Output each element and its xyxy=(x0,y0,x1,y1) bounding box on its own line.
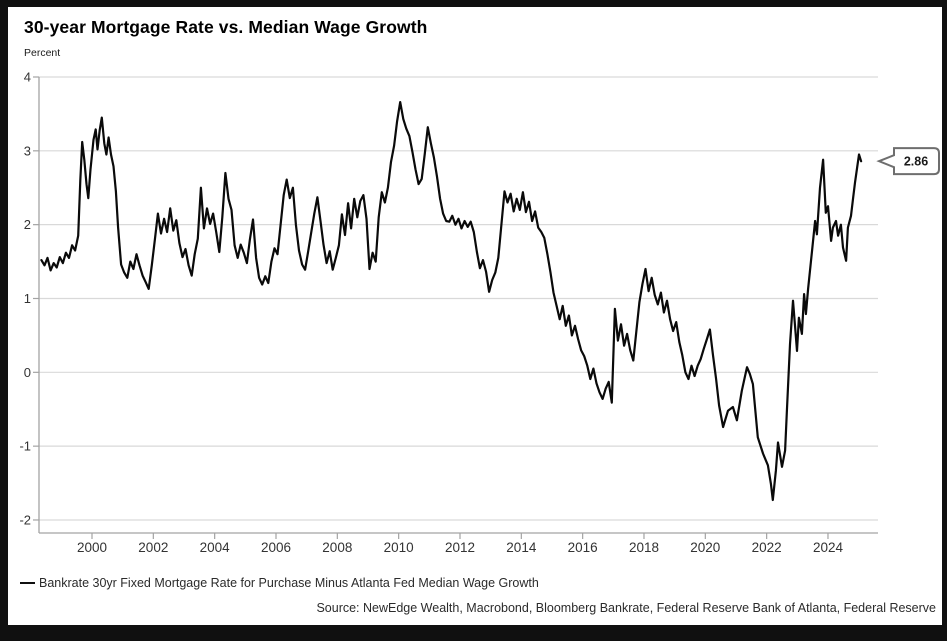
series-line xyxy=(40,100,863,502)
source-note: Source: NewEdge Wealth, Macrobond, Bloom… xyxy=(316,601,936,615)
y-axis-unit-label: Percent xyxy=(24,47,61,59)
y-tick-label: 1 xyxy=(24,291,31,306)
chart-plot-area: 4 3 2 1 0 -1 -2 2000 2002 2004 2006 2008 2010 2012 201… xyxy=(19,70,940,555)
x-tick-label: 2010 xyxy=(384,540,414,555)
x-tick-label: 2008 xyxy=(322,540,352,555)
x-tick-label: 2012 xyxy=(445,540,475,555)
x-tick-label: 2004 xyxy=(200,540,231,555)
x-tick-label: 2006 xyxy=(261,540,291,555)
x-tick-label: 2018 xyxy=(629,540,659,555)
y-tick-label: 4 xyxy=(24,70,31,85)
y-tick-label: 3 xyxy=(24,143,31,158)
x-tick-label: 2002 xyxy=(138,540,168,555)
x-tick-label: 2020 xyxy=(690,540,720,555)
end-value-callout xyxy=(876,147,940,176)
legend-label: Bankrate 30yr Fixed Mortgage Rate for Pu… xyxy=(39,576,539,590)
legend-line-swatch-icon xyxy=(20,581,35,585)
y-tick-label: -1 xyxy=(19,439,31,454)
y-tick-label: 2 xyxy=(24,217,31,232)
legend: Bankrate 30yr Fixed Mortgage Rate for Pu… xyxy=(20,576,539,590)
y-tick-label: -2 xyxy=(19,512,31,527)
x-tick-label: 2016 xyxy=(568,540,598,555)
chart-card: 30-year Mortgage Rate vs. Median Wage Gr… xyxy=(8,7,942,625)
y-tick-label: 0 xyxy=(24,365,31,380)
x-tick-label: 2000 xyxy=(77,540,107,555)
x-tick-label: 2014 xyxy=(506,540,537,555)
x-tick-label: 2022 xyxy=(752,540,782,555)
x-tick-label: 2024 xyxy=(813,540,844,555)
chart-title: 30-year Mortgage Rate vs. Median Wage Gr… xyxy=(24,17,428,37)
end-value-label: 2.86 xyxy=(904,155,928,169)
